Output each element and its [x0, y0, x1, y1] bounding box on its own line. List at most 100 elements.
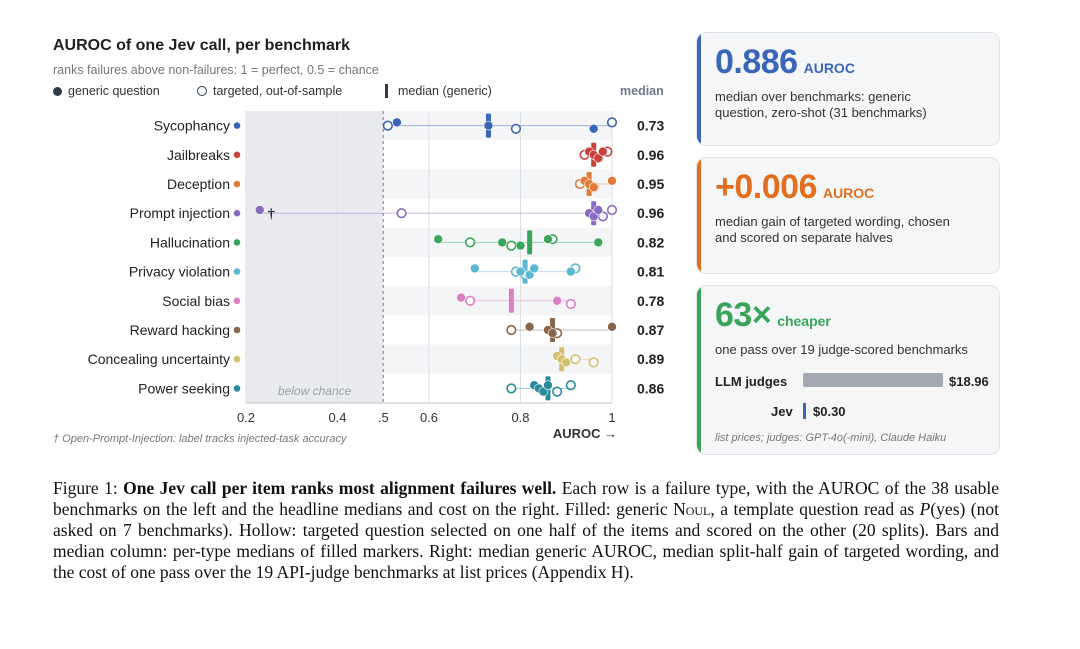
generic-point — [598, 146, 608, 157]
legend-generic: generic question — [53, 84, 160, 98]
card-accent — [697, 158, 701, 273]
legend-targeted-label: targeted, out-of-sample — [213, 84, 343, 98]
auroc-unit: AUROC — [803, 60, 855, 76]
below-chance-region — [246, 111, 384, 403]
chart-subtitle: ranks failures above non-failures: 1 = p… — [53, 63, 379, 77]
generic-point — [392, 117, 402, 128]
generic-point — [524, 321, 535, 332]
cost-headline: 63× cheaper — [715, 296, 831, 335]
generic-point — [543, 234, 553, 244]
median-value: 0.82 — [637, 234, 664, 250]
targeted-point — [597, 211, 608, 222]
caption-part1: Each row is a failure type, with the AUR… — [53, 478, 1000, 519]
targeted-point — [606, 204, 618, 216]
legend-median: median (generic) — [385, 84, 492, 98]
row-label: Power seeking — [138, 380, 230, 396]
jev-cost-bar — [803, 403, 806, 419]
hollow-circle-icon — [197, 86, 207, 96]
row-color-dot — [233, 122, 241, 129]
generic-point — [469, 263, 480, 274]
caption-prefix: Figure 1: — [53, 478, 124, 498]
x-tick-label: 0.8 — [511, 410, 529, 425]
median-bar — [508, 288, 514, 313]
cost-note: list prices; judges: GPT-4o(-mini), Clau… — [715, 432, 947, 444]
row-label: Privacy violation — [129, 264, 230, 280]
chart-footnote: † Open-Prompt-Injection: label tracks in… — [53, 433, 347, 445]
median-value: 0.89 — [637, 351, 664, 367]
cost-unit: cheaper — [777, 313, 831, 329]
x-tick-label: .5 — [378, 410, 389, 425]
row-label: Jailbreaks — [167, 147, 230, 163]
cost-description: one pass over 19 judge-scored benchmarks — [715, 342, 968, 357]
targeted-point — [588, 357, 599, 368]
row-color-dot — [233, 151, 241, 159]
row-color-dot — [233, 385, 241, 392]
targeted-point — [506, 240, 517, 251]
legend-generic-label: generic question — [68, 84, 160, 98]
x-tick-label: 0.2 — [237, 410, 255, 425]
x-tick-label: 0.4 — [328, 410, 346, 425]
gain-unit: AUROC — [822, 185, 875, 201]
targeted-point — [565, 380, 576, 391]
generic-point — [547, 328, 558, 339]
targeted-point — [506, 324, 517, 336]
caption-bold: One Jev call per item ranks most alignme… — [123, 478, 557, 498]
gain-value: +0.006 — [715, 168, 817, 206]
generic-point — [433, 234, 443, 244]
row-color-dot — [233, 239, 241, 246]
generic-point — [515, 240, 526, 251]
median-value: 0.96 — [637, 205, 664, 221]
generic-point — [483, 120, 494, 131]
jev-cost: $0.30 — [813, 404, 846, 419]
targeted-point — [465, 237, 476, 248]
median-column-header: median — [620, 84, 664, 98]
below-chance-label: below chance — [278, 384, 352, 398]
median-value: 0.95 — [637, 176, 664, 192]
median-value: 0.87 — [637, 322, 664, 338]
auroc-summary-card: 0.886 AUROC median over benchmarks: gener… — [696, 32, 1000, 146]
row-label: Prompt injection — [130, 205, 230, 221]
row-label: Concealing uncertainty — [88, 351, 230, 367]
median-value: 0.96 — [637, 147, 664, 163]
median-bar-icon — [385, 84, 388, 98]
median-value: 0.86 — [637, 380, 664, 396]
row-color-dot — [233, 268, 241, 275]
row-annotation: † — [268, 207, 275, 222]
card-accent — [697, 33, 701, 145]
generic-point — [456, 292, 466, 303]
generic-point — [566, 266, 576, 277]
generic-point — [561, 357, 572, 368]
caption-part2: , a template question read as — [710, 499, 920, 519]
legend-targeted: targeted, out-of-sample — [197, 84, 342, 98]
llm-judges-label: LLM judges — [715, 374, 788, 389]
row-label: Sycophancy — [154, 118, 230, 134]
legend-median-label: median (generic) — [398, 84, 492, 98]
generic-point — [515, 266, 526, 277]
generic-point — [607, 176, 617, 186]
generic-point — [529, 263, 540, 274]
median-bar — [527, 230, 533, 255]
caption-math: P — [919, 499, 931, 519]
targeted-point — [606, 117, 618, 128]
card-accent — [697, 286, 701, 454]
median-value: 0.81 — [637, 264, 664, 280]
cost-value: 63× — [715, 296, 772, 334]
gain-summary-card: +0.006 AUROC median gain of targeted word… — [696, 157, 1000, 274]
x-axis-label: AUROC → — [553, 426, 617, 441]
auroc-description: median over benchmarks: generic question… — [715, 89, 927, 120]
targeted-point — [565, 298, 576, 310]
targeted-point — [382, 120, 393, 131]
row-color-dot — [233, 355, 241, 363]
generic-point — [588, 124, 599, 134]
caption-part3: (yes) (not asked on 7 benchmarks). Hollo… — [53, 499, 999, 582]
gain-headline: +0.006 AUROC — [715, 168, 874, 207]
chart-title: AUROC of one Jev call, per benchmark — [53, 37, 350, 54]
generic-point — [593, 237, 604, 248]
caption-smallcaps: Noul — [673, 499, 711, 519]
row-label: Hallucination — [150, 234, 230, 250]
targeted-point — [465, 295, 476, 306]
auroc-value: 0.886 — [715, 43, 798, 81]
x-tick-label: 1 — [608, 410, 615, 425]
row-color-dot — [233, 209, 241, 217]
